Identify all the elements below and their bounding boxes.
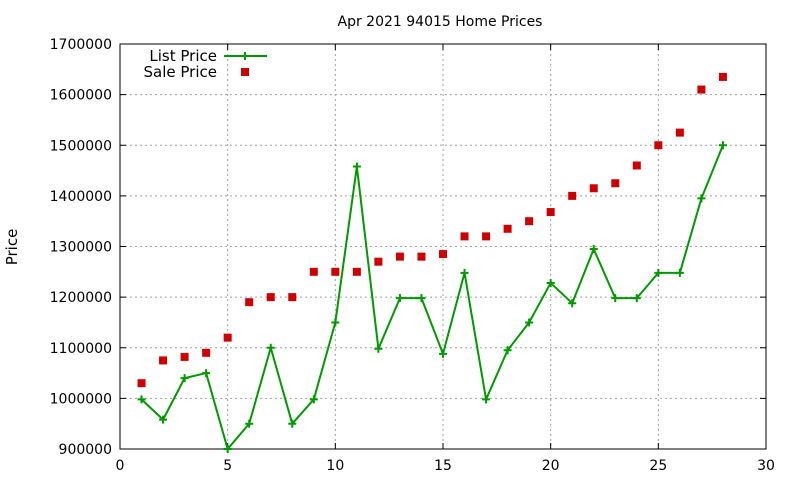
series-layer [137, 72, 727, 453]
sale-price-point [589, 184, 598, 193]
sale-price-point [137, 379, 146, 388]
x-tick-label: 15 [434, 458, 452, 474]
y-tick-label: 1000000 [50, 391, 112, 407]
list-price-point [180, 374, 189, 383]
sale-price-point [482, 232, 491, 241]
sale-price-point [266, 293, 275, 302]
y-tick-label: 1200000 [50, 290, 112, 306]
sale-price-point [439, 250, 447, 259]
list-price-point [223, 445, 232, 453]
list-price-point [654, 268, 663, 277]
sale-price-point [654, 141, 663, 150]
sale-price-point [352, 267, 361, 276]
list-price-line [140, 144, 724, 452]
list-price-point [137, 395, 146, 404]
list-price-point [525, 318, 534, 327]
list-price-point [245, 419, 254, 428]
sale-price-point [546, 208, 555, 217]
sale-price-point [309, 267, 318, 276]
legend-marker-list-price [241, 52, 249, 60]
list-price-point [589, 245, 598, 254]
tick-labels: 0 5 10 15 20 25 30 900000 1000000 1100000 1200000 1… [50, 37, 775, 474]
sale-price-point [395, 252, 404, 261]
list-price-point [352, 162, 361, 171]
sale-price-series [137, 72, 727, 388]
list-price-series [137, 141, 727, 453]
list-price-point [460, 268, 469, 277]
list-price-point [718, 141, 727, 150]
list-price-point [266, 343, 275, 352]
sale-price-point [568, 191, 577, 200]
sale-price-point [417, 252, 426, 261]
list-price-point [417, 294, 426, 303]
grid [120, 44, 766, 449]
y-tick-label: 1600000 [50, 88, 112, 104]
list-price-point [374, 344, 383, 353]
list-price-point [159, 415, 168, 424]
y-axis-label: Price [3, 229, 21, 266]
list-price-point [675, 268, 684, 277]
sale-price-point [503, 224, 512, 233]
sale-price-point [180, 352, 189, 361]
x-tick-label: 20 [542, 458, 560, 474]
sale-price-point [223, 333, 232, 342]
list-price-point [632, 294, 641, 303]
list-price-point [395, 294, 404, 303]
list-price-point [288, 419, 297, 428]
list-price-point [309, 395, 318, 404]
list-price-point [202, 369, 211, 378]
y-tick-label: 1400000 [50, 189, 112, 205]
y-tick-label: 1700000 [50, 37, 112, 53]
sale-price-point [718, 72, 727, 81]
x-tick-label: 25 [649, 458, 667, 474]
plot-frame [119, 43, 767, 450]
chart-title: Apr 2021 94015 Home Prices [338, 14, 543, 30]
y-tick-label: 1300000 [50, 240, 112, 256]
y-tick-label: 900000 [59, 442, 112, 458]
x-tick-label: 10 [326, 458, 344, 474]
sale-price-point [202, 348, 211, 357]
sale-price-point [525, 217, 534, 226]
list-price-point [439, 349, 447, 358]
list-price-point [331, 318, 340, 327]
sale-price-point [697, 85, 706, 94]
sale-price-point [288, 293, 297, 302]
sale-price-point [611, 179, 620, 188]
sale-price-point [632, 161, 641, 170]
list-price-point [568, 299, 577, 308]
list-price-point [697, 194, 706, 203]
sale-price-point [159, 356, 168, 365]
legend-label-list-price: List Price [149, 47, 217, 65]
sale-price-point [460, 232, 469, 241]
x-tick-label: 0 [116, 458, 125, 474]
sale-price-point [245, 298, 254, 307]
list-price-point [611, 294, 620, 303]
legend-marker-sale-price [241, 68, 249, 76]
list-price-point [482, 395, 491, 404]
x-tick-label: 5 [223, 458, 232, 474]
list-price-point [503, 346, 512, 355]
sale-price-point [374, 257, 383, 266]
list-price-point [546, 278, 555, 287]
y-tick-label: 1500000 [50, 138, 112, 154]
sale-price-point [675, 128, 684, 137]
y-tick-label: 1100000 [50, 341, 112, 357]
sale-price-point [331, 267, 340, 276]
legend-label-sale-price: Sale Price [144, 63, 217, 81]
x-tick-label: 30 [757, 458, 775, 474]
